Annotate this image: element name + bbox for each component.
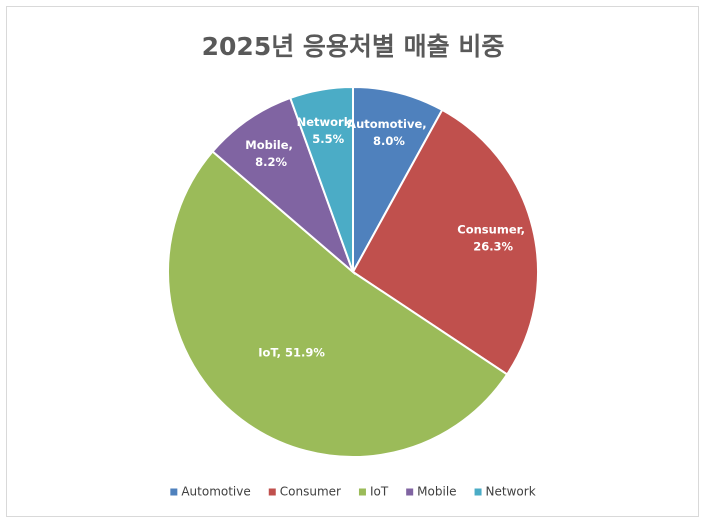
pie-slice: [351, 108, 539, 376]
legend-label: Network: [486, 485, 536, 499]
pie-slice: [352, 85, 444, 273]
data-label-line: 8.2%: [255, 155, 287, 169]
pie-slice: [288, 85, 354, 273]
data-label: Consumer, 26.3%: [457, 222, 529, 253]
legend-swatch: [474, 488, 482, 496]
legend-item: Network: [474, 485, 536, 499]
legend-swatch: [268, 488, 276, 496]
legend-label: Automotive: [181, 485, 250, 499]
legend-label: Consumer: [280, 485, 341, 499]
data-label-line: 5.5%: [312, 131, 344, 145]
data-label-line: Consumer,: [457, 222, 529, 236]
data-label-line: Mobile,: [245, 138, 297, 152]
data-label: Mobile, 8.2%: [245, 138, 297, 169]
legend-item: IoT: [358, 485, 389, 499]
data-label-line: 26.3%: [473, 239, 513, 253]
legend-item: Consumer: [268, 485, 341, 499]
legend-swatch: [406, 488, 414, 496]
legend-swatch: [170, 488, 178, 496]
legend-label: Mobile: [417, 485, 456, 499]
legend-label: IoT: [370, 485, 389, 499]
pie-slice: [211, 96, 356, 276]
data-label: Network, 5.5%: [297, 114, 360, 145]
legend-item: Automotive: [170, 485, 251, 499]
data-label-line: Automotive,: [347, 117, 430, 131]
data-label: Automotive, 8.0%: [347, 117, 430, 148]
pie-slice: [167, 150, 509, 458]
chart-title: 2025년 응용처별 매출 비중: [202, 32, 505, 61]
data-label-line: Network,: [297, 114, 360, 128]
legend-item: Mobile: [406, 485, 457, 499]
data-label-line: 8.0%: [373, 134, 405, 148]
legend-swatch: [358, 488, 366, 496]
data-label: IoT, 51.9%: [258, 346, 325, 360]
